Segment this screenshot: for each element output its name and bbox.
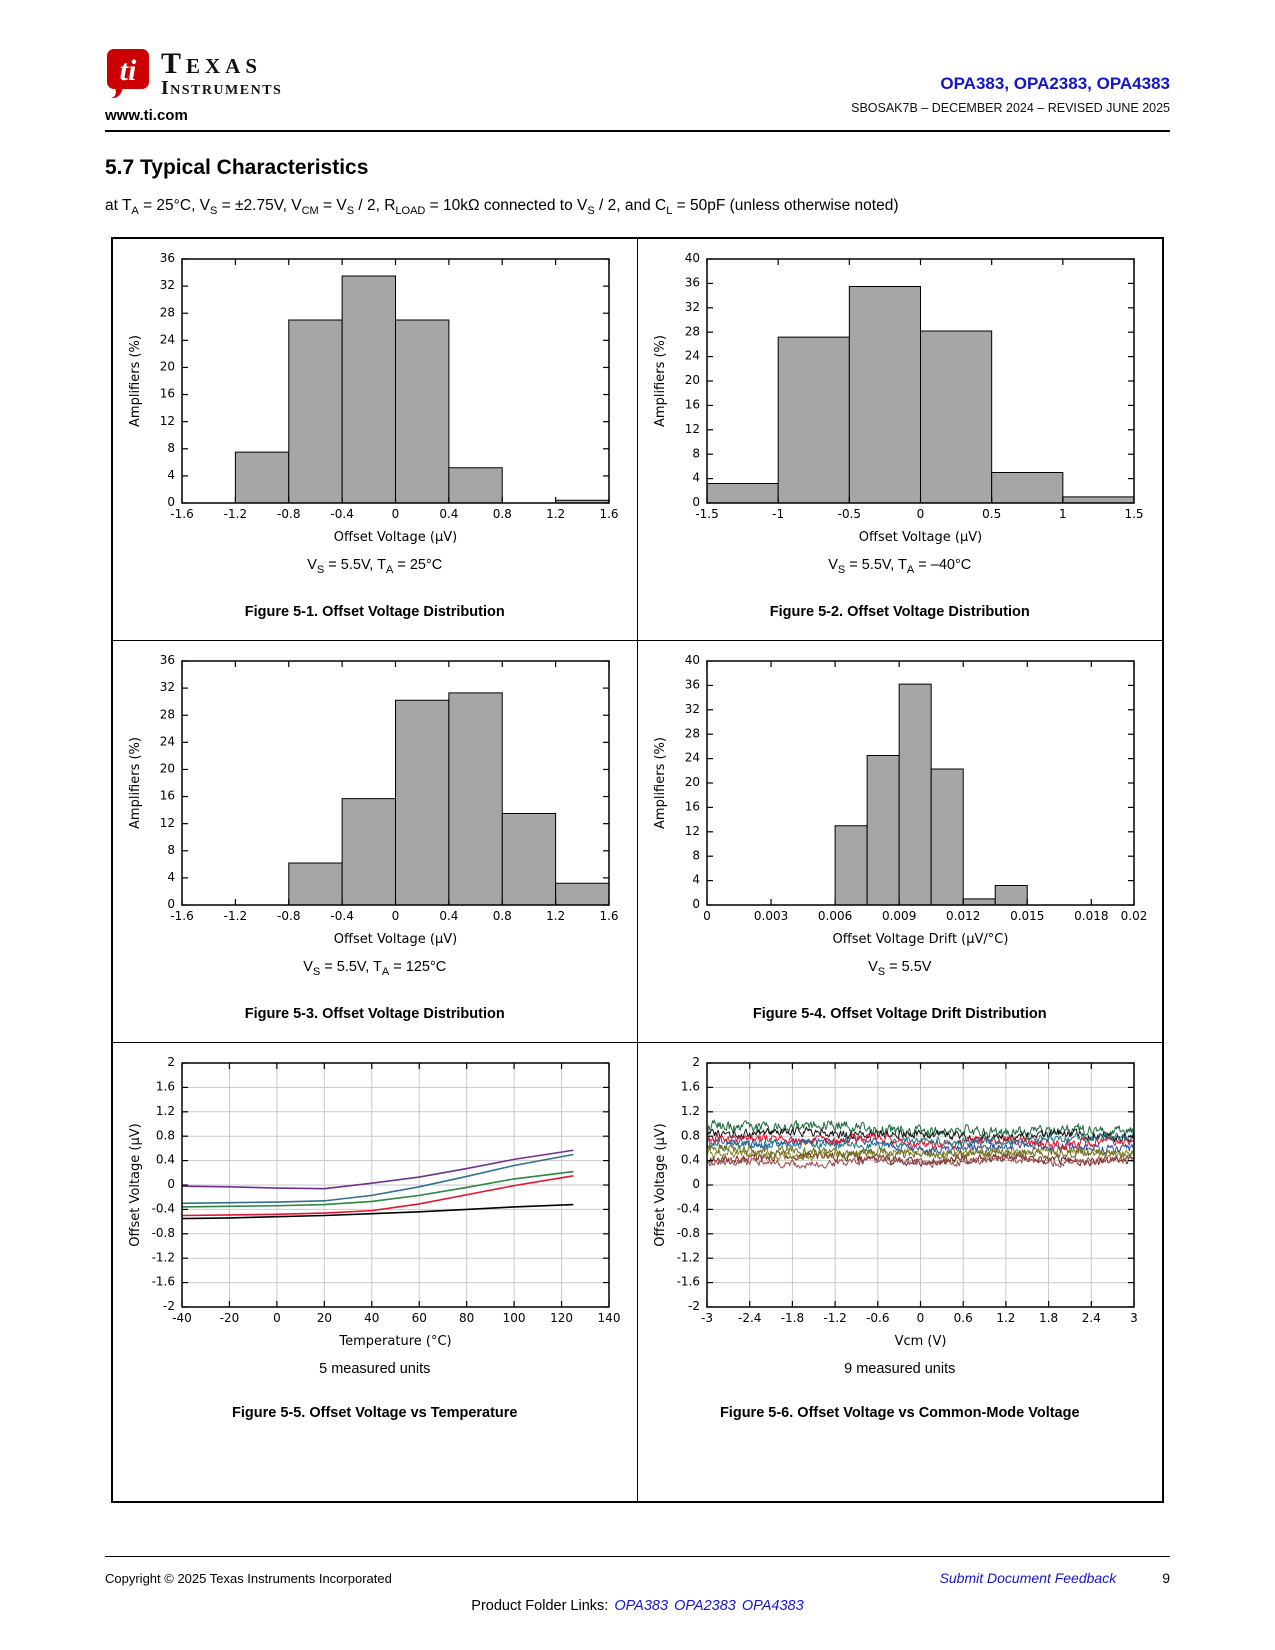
- figure-5-4-caption: Figure 5-4. Offset Voltage Drift Distrib…: [752, 1005, 1047, 1022]
- figure-5-3-conditions: VS = 5.5V, TA = 125°C: [303, 958, 447, 978]
- figure-5-2-conditions: VS = 5.5V, TA = –40°C: [828, 557, 972, 576]
- part-numbers[interactable]: OPA383, OPA2383, OPA4383: [940, 74, 1170, 93]
- figure-5-5-conditions: 5 measured units: [319, 1360, 431, 1377]
- figure-5-1-panel: VS = 5.5V, TA = 25°C Figure 5-1. Offset …: [113, 239, 638, 641]
- figure-5-4-panel: VS = 5.5V Figure 5-4. Offset Voltage Dri…: [637, 641, 1162, 1043]
- figure-5-5-panel: 5 measured units Figure 5-5. Offset Volt…: [113, 1042, 638, 1501]
- figure-5-1-conditions: VS = 5.5V, TA = 25°C: [307, 557, 443, 576]
- figure-5-6-conditions: 9 measured units: [844, 1360, 956, 1377]
- figure-5-2-caption: Figure 5-2. Offset Voltage Distribution: [769, 603, 1030, 620]
- ti-logo: ti Texas Instruments: [105, 48, 282, 100]
- product-link-opa4383[interactable]: OPA4383: [741, 1598, 804, 1614]
- logo-instruments: Instruments: [161, 77, 283, 99]
- figure-5-2-chart: [649, 249, 1150, 550]
- ti-website-link[interactable]: www.ti.com: [105, 107, 188, 124]
- ti-logo-text: Texas Instruments: [161, 48, 282, 99]
- product-link-opa2383[interactable]: OPA2383: [674, 1598, 736, 1614]
- section-title: 5.7 Typical Characteristics: [105, 156, 369, 179]
- figure-5-3-caption: Figure 5-3. Offset Voltage Distribution: [244, 1005, 505, 1022]
- figure-5-5-chart: [124, 1052, 625, 1353]
- header-right: OPA383, OPA2383, OPA4383 SBOSAK7B – DECE…: [851, 74, 1170, 115]
- page-number: 9: [1162, 1570, 1170, 1586]
- typical-characteristics-figures: VS = 5.5V, TA = 25°C Figure 5-1. Offset …: [111, 237, 1164, 1503]
- figure-5-1-caption: Figure 5-1. Offset Voltage Distribution: [244, 603, 505, 620]
- page-footer: Copyright © 2025 Texas Instruments Incor…: [105, 1556, 1170, 1614]
- svg-text:ti: ti: [120, 54, 137, 87]
- figure-5-6-chart: [649, 1052, 1150, 1353]
- test-conditions: at TA = 25°C, VS = ±2.75V, VCM = VS / 2,…: [105, 197, 899, 218]
- logo-texas: Texas: [161, 47, 263, 80]
- figure-5-6-caption: Figure 5-6. Offset Voltage vs Common-Mod…: [719, 1404, 1080, 1421]
- figure-5-4-chart: [649, 650, 1150, 951]
- figure-5-3-panel: VS = 5.5V, TA = 125°C Figure 5-3. Offset…: [113, 640, 638, 1043]
- product-folder-links: Product Folder Links: OPA383 OPA2383 OPA438…: [105, 1598, 1170, 1614]
- ti-logo-icon: ti: [107, 49, 149, 99]
- header-divider: [105, 130, 1170, 132]
- copyright-notice: Copyright © 2025 Texas Instruments Incor…: [105, 1571, 392, 1586]
- product-link-opa383[interactable]: OPA383: [614, 1598, 669, 1614]
- product-links-label: Product Folder Links:: [471, 1598, 609, 1614]
- page-header: ti Texas Instruments www.ti.com OPA383, …: [105, 0, 1170, 132]
- figure-5-6-panel: 9 measured units Figure 5-6. Offset Volt…: [638, 1043, 1163, 1501]
- submit-feedback-link[interactable]: Submit Document Feedback: [939, 1570, 1117, 1586]
- logo-block: ti Texas Instruments www.ti.com: [105, 48, 282, 125]
- figure-5-2-panel: VS = 5.5V, TA = –40°C Figure 5-2. Offset…: [637, 239, 1162, 641]
- figure-5-3-chart: [124, 650, 625, 951]
- figure-5-4-conditions: VS = 5.5V: [868, 958, 932, 978]
- footer-divider: [105, 1556, 1170, 1557]
- doc-revision: SBOSAK7B – DECEMBER 2024 – REVISED JUNE …: [851, 101, 1170, 115]
- figure-5-1-chart: [124, 249, 625, 550]
- figure-5-5-caption: Figure 5-5. Offset Voltage vs Temperatur…: [231, 1404, 518, 1421]
